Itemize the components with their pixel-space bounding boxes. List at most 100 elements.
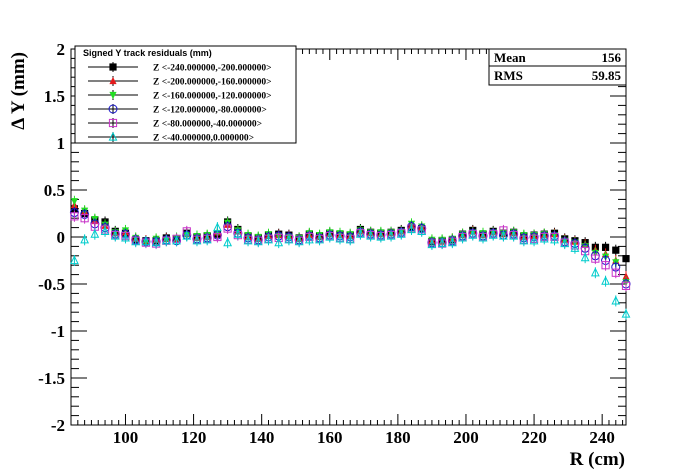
data-point — [151, 237, 161, 247]
data-point — [70, 198, 79, 206]
x-tick-label: 180 — [385, 428, 411, 447]
data-point — [315, 234, 324, 244]
data-point — [458, 232, 467, 242]
x-tick-label: 240 — [589, 428, 615, 447]
stats-box-frame — [488, 48, 627, 86]
data-point — [591, 254, 600, 263]
y-tick-label: 2 — [57, 40, 66, 59]
legend-label: Z <-80.000000,-40.000000> — [153, 120, 262, 130]
x-tick-label: 220 — [521, 428, 547, 447]
data-point — [601, 261, 610, 270]
stat-mean-label: Mean — [494, 50, 527, 65]
data-point — [274, 237, 284, 247]
data-point — [611, 268, 620, 277]
legend-entry: Z <-80.000000,-40.000000> — [88, 118, 262, 130]
data-point — [243, 235, 253, 245]
data-point — [407, 224, 416, 234]
stat-mean-value: 156 — [602, 50, 622, 65]
data-point — [519, 235, 529, 245]
y-tick-label: 0 — [57, 228, 66, 247]
data-point — [417, 226, 427, 235]
data-point — [80, 234, 90, 244]
data-point — [253, 236, 263, 246]
data-point — [356, 228, 365, 238]
y-tick-label: -2 — [51, 416, 65, 435]
data-point — [161, 235, 171, 245]
data-point — [601, 243, 610, 251]
series-4 — [69, 207, 631, 290]
legend-marker — [109, 91, 117, 100]
data-point — [121, 232, 130, 242]
series-5 — [70, 210, 631, 292]
legend-label: Z <-200.000000,-160.000000> — [153, 78, 272, 88]
data-point — [366, 230, 376, 240]
legend-title: Signed Y track residuals (mm) — [83, 48, 212, 58]
data-point — [223, 237, 233, 247]
data-point — [590, 267, 600, 277]
x-tick-label: 120 — [181, 428, 207, 447]
data-point — [601, 275, 610, 285]
y-tick-label: 1 — [57, 134, 66, 153]
legend-marker — [108, 118, 118, 128]
data-point — [580, 252, 590, 262]
data-point — [213, 222, 222, 232]
y-tick-label: -0.5 — [38, 275, 65, 294]
legend-entry: Z <-40.000000,0.000000> — [88, 131, 254, 144]
legend-marker — [109, 76, 117, 85]
x-axis-title: R (cm) — [570, 449, 625, 470]
data-point — [468, 229, 478, 239]
data-point — [622, 255, 630, 263]
x-tick-label: 100 — [113, 428, 139, 447]
y-tick-label: 1.5 — [44, 87, 65, 106]
data-point — [529, 235, 539, 245]
data-points — [69, 195, 631, 320]
data-point — [621, 308, 631, 318]
data-point — [335, 233, 345, 243]
data-point — [570, 243, 580, 252]
legend-entry: Z <-200.000000,-160.000000> — [88, 76, 272, 88]
data-point — [202, 234, 212, 244]
data-point — [233, 228, 243, 238]
data-point — [213, 232, 222, 242]
data-point — [499, 230, 508, 240]
data-point — [70, 212, 79, 221]
data-point — [192, 235, 202, 245]
stat-rms-label: RMS — [494, 68, 523, 83]
data-point — [611, 295, 621, 305]
legend-marker — [109, 63, 117, 71]
data-point — [141, 236, 151, 246]
data-point — [325, 231, 335, 241]
legend-entry: Z <-240.000000,-200.000000> — [88, 62, 272, 74]
data-point — [100, 226, 110, 235]
data-point — [345, 234, 355, 244]
data-point — [172, 235, 181, 245]
data-point — [80, 214, 89, 223]
data-point — [69, 255, 79, 265]
data-point — [560, 238, 570, 248]
data-point — [621, 281, 631, 290]
data-point — [90, 228, 100, 238]
stats-box: Mean 156 RMS 59.85 — [488, 48, 627, 86]
x-tick-label: 200 — [453, 428, 479, 447]
legend-entry: Z <-160.000000,-120.000000> — [88, 90, 272, 102]
data-point — [488, 229, 498, 239]
data-point — [376, 231, 386, 241]
y-axis-title: Δ Y (mm) — [8, 52, 29, 130]
data-point — [264, 234, 273, 244]
data-point — [284, 234, 294, 244]
data-point — [509, 230, 519, 240]
legend-marker — [108, 104, 118, 114]
y-tick-label: -1 — [51, 322, 65, 341]
legend-label: Z <-120.000000,-80.000000> — [153, 106, 267, 116]
legend: Signed Y track residuals (mm) Z <-240.00… — [74, 45, 297, 144]
data-point — [427, 239, 437, 249]
legend-marker — [108, 131, 118, 141]
y-tick-label: -1.5 — [38, 369, 65, 388]
legend-label: Z <-160.000000,-120.000000> — [153, 92, 272, 102]
data-point — [550, 234, 559, 244]
data-point — [182, 230, 192, 240]
data-point — [396, 228, 406, 238]
data-point — [539, 233, 549, 243]
stat-rms-value: 59.85 — [592, 68, 622, 83]
data-point — [622, 272, 630, 280]
